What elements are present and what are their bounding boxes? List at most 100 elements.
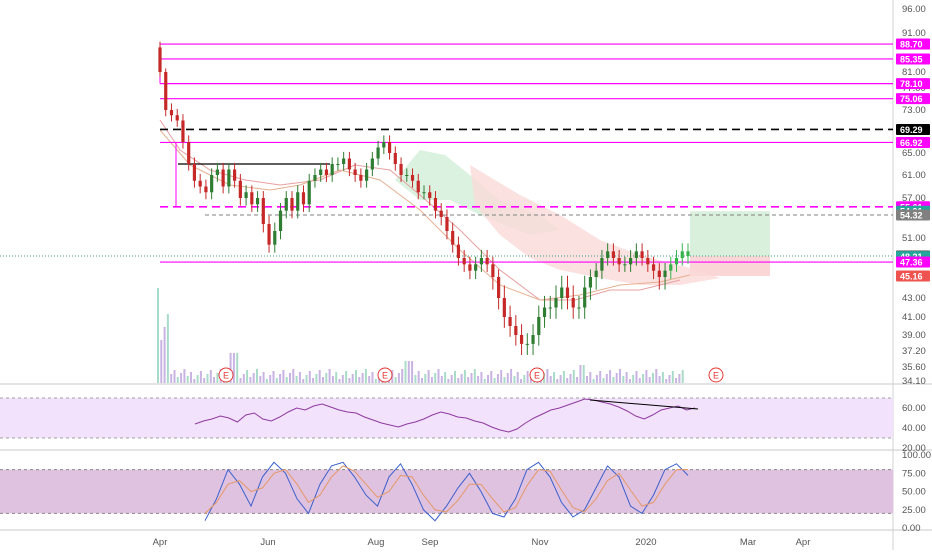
candle-body xyxy=(313,175,317,181)
price-axis-tick: 81.00 xyxy=(902,67,926,78)
stoch-line xyxy=(204,465,688,514)
candle-body xyxy=(588,277,593,288)
volume-bar xyxy=(566,378,569,383)
candle-body xyxy=(422,192,426,194)
candle-body xyxy=(456,244,461,258)
candle-body xyxy=(187,142,191,164)
candle-body xyxy=(164,72,168,110)
candle-body xyxy=(261,198,265,224)
volume-bar xyxy=(424,374,427,383)
price-axis-tick: 39.00 xyxy=(902,330,926,341)
volume-bar xyxy=(582,365,585,383)
price-axis-tick: 96.00 xyxy=(902,4,926,15)
volume-bar xyxy=(628,379,631,383)
volume-bar xyxy=(454,371,456,383)
price-axis-tick: 43.00 xyxy=(902,293,926,304)
volume-bar xyxy=(322,377,324,383)
volume-bar xyxy=(186,376,189,383)
candle-body xyxy=(238,180,242,198)
volume-bar xyxy=(279,374,282,383)
volume-bar xyxy=(236,353,239,383)
volume-bar xyxy=(345,371,348,383)
candle-body xyxy=(663,270,667,277)
stoch-axis-tick: 50.00 xyxy=(902,487,926,498)
earnings-marker-label: E xyxy=(382,371,388,381)
price-label-box xyxy=(896,53,930,65)
volume-bar xyxy=(166,314,169,383)
stoch-axis-tick: 25.00 xyxy=(902,505,926,516)
volume-bar xyxy=(302,379,305,383)
volume-bar xyxy=(655,369,658,383)
volume-bar xyxy=(427,370,430,383)
volume-bar xyxy=(457,378,460,383)
volume-bar xyxy=(450,375,453,383)
x-axis-tick: Apr xyxy=(796,537,811,548)
volume-bar xyxy=(642,374,645,383)
candle-body xyxy=(497,277,501,298)
volume-bar xyxy=(394,377,397,383)
candle-body xyxy=(324,169,329,175)
volume-bar xyxy=(589,372,592,383)
volume-bar xyxy=(196,375,199,383)
volume-bar xyxy=(622,376,625,383)
volume-bar xyxy=(269,375,272,383)
volume-bar xyxy=(173,370,176,383)
volume-bar xyxy=(358,377,361,383)
price-axis-tick: 61.00 xyxy=(902,170,926,181)
candle-body xyxy=(273,231,277,245)
volume-bar xyxy=(328,369,331,383)
volume-bar xyxy=(470,373,473,383)
candle-body xyxy=(571,298,575,308)
candle-body xyxy=(640,251,644,258)
target-zone xyxy=(690,211,770,256)
volume-bar xyxy=(407,361,410,383)
price-axis-tick: 91.00 xyxy=(902,28,926,39)
candle-body xyxy=(548,307,552,309)
volume-bar xyxy=(252,373,255,383)
candle-body xyxy=(445,217,449,231)
volume-bar xyxy=(562,371,565,383)
volume-bar xyxy=(361,373,364,383)
candle-body xyxy=(250,192,254,205)
volume-bar xyxy=(430,377,433,383)
volume-bar xyxy=(661,372,664,383)
volume-bar xyxy=(487,375,489,383)
candle-body xyxy=(169,110,174,116)
candle-body xyxy=(474,264,478,271)
volume-bar xyxy=(338,379,341,383)
candle-body xyxy=(502,298,506,317)
volume-bar xyxy=(483,379,486,383)
candle-body xyxy=(301,192,306,205)
kijun-line xyxy=(159,129,691,301)
volume-bar xyxy=(315,374,318,383)
volume-bar xyxy=(506,373,509,383)
stoch-line xyxy=(204,461,689,522)
volume-bar xyxy=(312,378,315,383)
volume-bar xyxy=(503,377,506,383)
candle-body xyxy=(514,326,518,335)
volume-bar xyxy=(298,372,301,383)
volume-bar xyxy=(421,378,423,383)
volume-bar xyxy=(216,373,219,383)
price-label-box xyxy=(896,93,930,105)
volume-bar xyxy=(480,372,483,383)
volume-bar xyxy=(546,369,549,383)
volume-bar xyxy=(209,370,212,383)
candle-body xyxy=(227,169,231,187)
candle-body xyxy=(370,158,374,170)
price-axis-tick: 41.00 xyxy=(902,312,926,323)
stoch-axis-tick: 75.00 xyxy=(902,468,926,479)
volume-bar xyxy=(295,376,298,383)
candle-body xyxy=(215,169,219,175)
volume-bar xyxy=(513,376,516,383)
volume-bar xyxy=(170,374,173,383)
volume-bar xyxy=(348,378,351,383)
volume-bar xyxy=(262,372,265,383)
volume-bar xyxy=(444,372,447,383)
volume-bar xyxy=(612,377,615,383)
volume-bar xyxy=(496,374,499,383)
x-axis-tick: Mar xyxy=(740,537,756,548)
volume-bar xyxy=(526,371,529,383)
volume-bar xyxy=(318,370,321,383)
